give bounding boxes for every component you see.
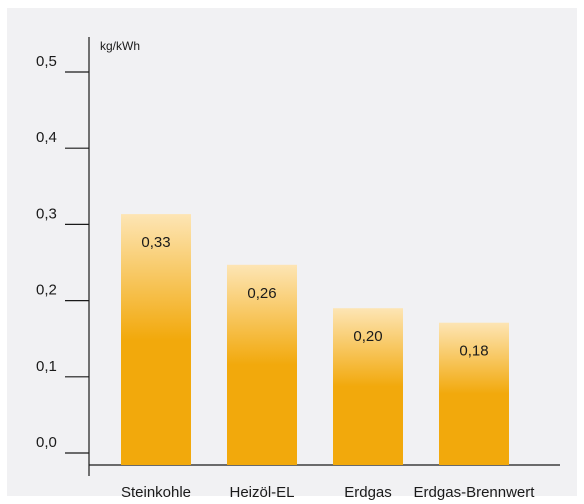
bar [227, 264, 297, 465]
x-category-label: Heizöl-EL [229, 484, 294, 501]
bar-value-label: 0,20 [353, 328, 382, 345]
y-tick-label: 0,0 [36, 434, 57, 451]
x-category-label: Erdgas [344, 484, 392, 501]
bar-value-label: 0,18 [459, 343, 488, 360]
y-axis-unit-label: kg/kWh [100, 39, 140, 53]
bar-value-label: 0,26 [247, 285, 276, 302]
bar-value-label: 0,33 [141, 234, 170, 251]
bar [439, 322, 509, 465]
y-tick-label: 0,2 [36, 282, 57, 299]
y-tick-label: 0,1 [36, 358, 57, 375]
bar [121, 214, 191, 465]
x-category-label: Steinkohle [121, 484, 191, 501]
y-tick-label: 0,4 [36, 129, 57, 146]
y-tick-label: 0,3 [36, 205, 57, 222]
bar [333, 308, 403, 465]
x-category-label: Erdgas-Brennwert [414, 484, 536, 501]
y-tick-label: 0,5 [36, 53, 57, 70]
